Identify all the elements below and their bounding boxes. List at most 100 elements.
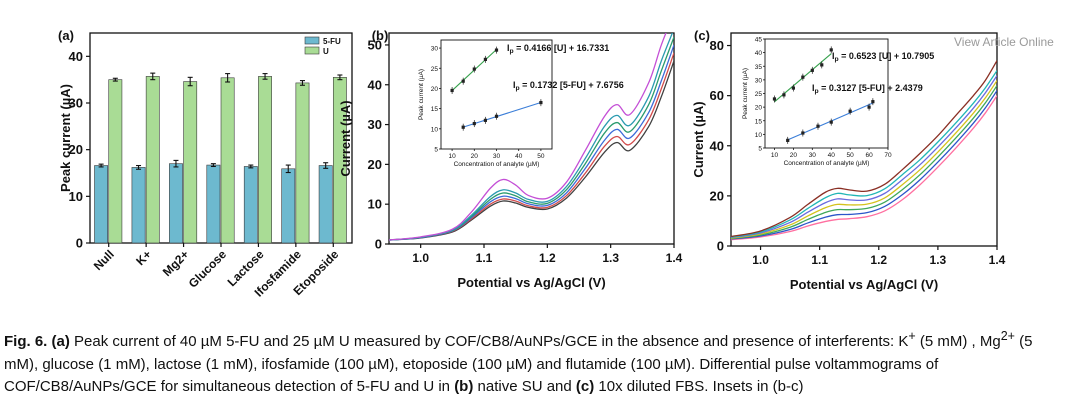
panel-c-series-5	[731, 75, 997, 239]
inset-ytick-label: 5	[434, 147, 438, 154]
watermark[interactable]: View Article Online	[954, 35, 1054, 49]
panel-b-inset-bg	[439, 36, 554, 167]
legend-swatch	[304, 46, 320, 55]
panel-c-xtick-label: 1.2	[870, 253, 887, 267]
bar-5fu	[206, 164, 221, 244]
inset-xtick-label: 20	[790, 152, 798, 159]
inset-ytick-label: 35	[755, 64, 763, 71]
category-label: Mg2+	[160, 247, 192, 279]
dpv-curve	[389, 36, 674, 241]
panel-b-series-5	[389, 33, 674, 241]
panel-b-xtick-label: 1.2	[539, 251, 556, 265]
bar-5fu	[243, 166, 258, 244]
panel-b-series-3	[389, 44, 674, 241]
bar-5fu	[94, 165, 109, 244]
panel-c-equation-2: Ip = 0.3127 [5-FU] + 2.4379	[812, 83, 923, 95]
panel-c-xtick-label: 1.3	[930, 253, 947, 267]
dpv-curve	[389, 44, 674, 241]
panel-b-xtick-label: 1.1	[476, 251, 493, 265]
bar-5fu	[318, 165, 333, 244]
bar-5fu	[131, 167, 146, 244]
inset-xtick-label: 50	[847, 152, 855, 159]
dpv-curve	[389, 33, 667, 241]
inset-xtick-label: 20	[471, 153, 479, 160]
caption-c-tag: (c)	[575, 378, 595, 395]
caption-a-tag: (a)	[51, 333, 70, 350]
inset-ytick-label: 5	[758, 146, 762, 153]
panel-b-ytick-label: 10	[368, 197, 382, 212]
panel-b-series-1	[389, 60, 674, 241]
bar-u	[220, 77, 235, 244]
panel-a-ytick-label: 40	[69, 49, 83, 64]
inset-ytick-label: 20	[431, 86, 439, 93]
bar-u	[258, 76, 272, 244]
panel-b-frame	[388, 32, 675, 245]
bar-5fu	[169, 163, 183, 244]
caption-prefix: Fig. 6.	[4, 333, 48, 350]
panel-c-xtick-label: 1.0	[752, 253, 769, 267]
panel-c-ylabel: Current (µA)	[691, 101, 706, 177]
panel-b-ylabel: Current (µA)	[338, 100, 353, 176]
inset-xtick-label: 10	[771, 152, 779, 159]
inset-ytick-label: 15	[755, 118, 763, 125]
legend-label: U	[323, 47, 329, 56]
bar-u	[295, 82, 310, 244]
panel-b-xtick-label: 1.3	[602, 251, 619, 265]
inset-ytick-label: 40	[755, 50, 763, 57]
inset-ytick-label: 15	[431, 106, 439, 113]
panel-c-series-3	[731, 85, 997, 240]
panel-c-label: (c)	[694, 28, 710, 43]
panel-a-ytick-label: 0	[76, 236, 83, 251]
inset-ylabel: Peak current (µA)	[742, 68, 749, 119]
dpv-curve	[731, 70, 997, 238]
panel-b-series-6	[389, 33, 667, 241]
category-label: K+	[133, 247, 154, 268]
inset-xtick-label: 60	[865, 152, 873, 159]
panel-b-xtick-label: 1.0	[412, 251, 429, 265]
dpv-curve	[389, 52, 674, 241]
panel-b-ytick-label: 50	[368, 37, 382, 52]
panel-a-ytick-label: 10	[69, 189, 83, 204]
inset-xtick-label: 40	[515, 153, 523, 160]
panel-b-ytick-label: 0	[375, 237, 382, 252]
caption-text-1: Peak current of 40 µM 5-FU and 25 µM U m…	[69, 333, 909, 350]
panel-c-series-2	[731, 90, 997, 240]
view-article-link[interactable]: View Article Online	[954, 35, 1054, 49]
panel-c-series-4	[731, 80, 997, 239]
caption-k-sup: +	[908, 329, 916, 343]
legend-swatch	[304, 36, 320, 45]
bar-5fu	[281, 168, 296, 244]
inset-ytick-label: 45	[755, 37, 763, 44]
dpv-curve	[731, 80, 997, 239]
caption-text-5: 10x diluted FBS. Insets in (b-c)	[594, 378, 804, 395]
inset-ylabel: Peak current (µA)	[418, 69, 425, 120]
inset-ytick-label: 25	[431, 66, 439, 73]
dpv-curve	[731, 95, 997, 241]
bar-u	[183, 81, 198, 244]
inset-xtick-label: 70	[884, 152, 892, 159]
inset-ytick-label: 30	[755, 77, 763, 84]
dpv-curve	[731, 60, 997, 238]
bar-u	[108, 79, 123, 244]
dpv-curve	[389, 60, 674, 241]
inset-ytick-label: 10	[755, 132, 763, 139]
panel-c-series-6	[731, 70, 997, 238]
panel-c-series-7	[731, 60, 997, 238]
caption-mg-sup: 2+	[1000, 329, 1015, 343]
category-label: Glucose	[186, 247, 230, 291]
panel-c-equation-1: Ip = 0.6523 [U] + 10.7905	[832, 51, 934, 63]
panel-a-ytick-label: 30	[69, 96, 83, 111]
panel-b-equation-1: Ip = 0.4166 [U] + 16.7331	[507, 43, 609, 55]
panel-c-xtick-label: 1.1	[811, 253, 828, 267]
panel-c-ytick-label: 80	[710, 38, 724, 53]
panel-c-ytick-label: 0	[717, 239, 724, 254]
inset-ytick-label: 25	[755, 91, 763, 98]
figure-caption: Fig. 6. (a) Peak current of 40 µM 5-FU a…	[4, 325, 1066, 399]
inset-xlabel: Concentration of analyte (µM)	[784, 160, 870, 167]
panel-c-xtick-label: 1.4	[989, 253, 1006, 267]
inset-xlabel: Concentration of analyte (µM)	[454, 161, 540, 168]
panel-b-xlabel: Potential vs Ag/AgCl (V)	[457, 275, 605, 290]
panel-b-xtick-label: 1.4	[666, 251, 683, 265]
inset-xtick-label: 30	[493, 153, 501, 160]
panel-b-series-2	[389, 52, 674, 241]
